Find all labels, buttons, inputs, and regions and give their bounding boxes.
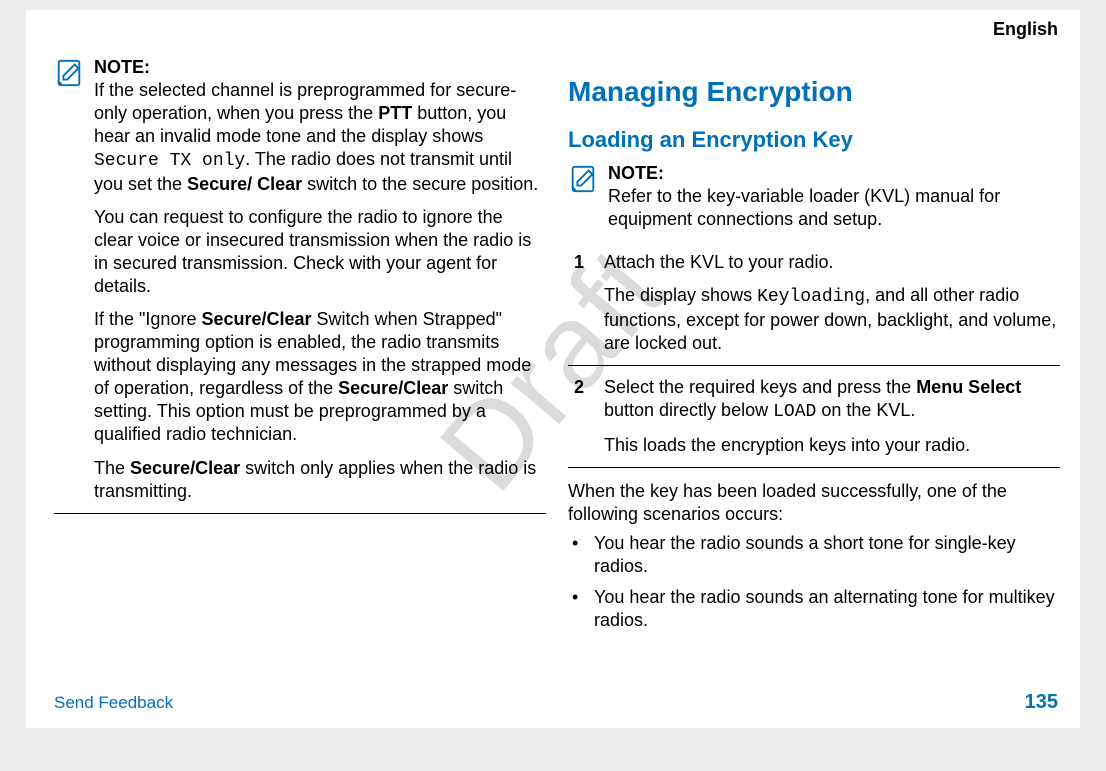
step-1-p2-a: The display shows bbox=[604, 285, 757, 305]
right-column: Managing Encryption Loading an Encryptio… bbox=[568, 56, 1060, 640]
note-p1-sc: Secure/ Clear bbox=[187, 174, 302, 194]
bullet-list: • You hear the radio sounds a short tone… bbox=[568, 532, 1060, 632]
note-p3-sc2: Secure/Clear bbox=[338, 378, 448, 398]
bullet-dot: • bbox=[572, 586, 580, 632]
bullet-1-text: You hear the radio sounds a short tone f… bbox=[594, 532, 1060, 578]
step-2-body: Select the required keys and press the M… bbox=[604, 376, 1060, 457]
step-2-number: 2 bbox=[574, 376, 588, 457]
note-body-left: NOTE: If the selected channel is preprog… bbox=[94, 56, 546, 503]
heading-managing-encryption: Managing Encryption bbox=[568, 74, 1060, 110]
note-p1-ptt: PTT bbox=[378, 103, 412, 123]
list-item: • You hear the radio sounds an alternati… bbox=[568, 586, 1060, 632]
note-p1-mono: Secure TX only bbox=[94, 151, 245, 171]
send-feedback-link[interactable]: Send Feedback bbox=[54, 692, 173, 714]
step-1-p1: Attach the KVL to your radio. bbox=[604, 251, 1060, 274]
note-icon bbox=[568, 162, 598, 231]
list-item: • You hear the radio sounds a short tone… bbox=[568, 532, 1060, 578]
page: Draft English NOTE: If the selected chan… bbox=[26, 10, 1080, 728]
step-1-body: Attach the KVL to your radio. The displa… bbox=[604, 251, 1060, 355]
note-right-body: Refer to the key-variable loader (KVL) m… bbox=[608, 186, 1000, 229]
after-steps: When the key has been loaded successfull… bbox=[568, 480, 1060, 632]
note-body-right: NOTE: Refer to the key-variable loader (… bbox=[608, 162, 1060, 231]
note-p2: You can request to configure the radio t… bbox=[94, 206, 546, 298]
step-1-p2-mono: Keyloading bbox=[757, 287, 865, 307]
note-label: NOTE: bbox=[94, 57, 150, 77]
step-1: 1 Attach the KVL to your radio. The disp… bbox=[568, 241, 1060, 365]
bullet-2-text: You hear the radio sounds an alternating… bbox=[594, 586, 1060, 632]
step-2-p1-a: Select the required keys and press the bbox=[604, 377, 916, 397]
step-2-p1-c: button directly below bbox=[604, 400, 773, 420]
note-p1-d: switch to the secure position. bbox=[302, 174, 538, 194]
divider bbox=[568, 467, 1060, 468]
note-p4-a: The bbox=[94, 458, 130, 478]
note-p3-a: If the "Ignore bbox=[94, 309, 201, 329]
note-icon bbox=[54, 56, 84, 503]
note-block-right: NOTE: Refer to the key-variable loader (… bbox=[568, 162, 1060, 231]
page-number: 135 bbox=[1025, 690, 1058, 716]
step-2-p2: This loads the encryption keys into your… bbox=[604, 434, 1060, 457]
note-p3-sc1: Secure/Clear bbox=[201, 309, 311, 329]
note-p4-sc: Secure/Clear bbox=[130, 458, 240, 478]
note-block-left: NOTE: If the selected channel is preprog… bbox=[54, 56, 546, 514]
step-2-p1-mono: LOAD bbox=[773, 402, 816, 422]
content-columns: NOTE: If the selected channel is preprog… bbox=[54, 56, 1060, 640]
step-2-p1-b: Menu Select bbox=[916, 377, 1021, 397]
after-para: When the key has been loaded successfull… bbox=[568, 480, 1060, 526]
language-label: English bbox=[993, 18, 1058, 41]
bullet-dot: • bbox=[572, 532, 580, 578]
left-column: NOTE: If the selected channel is preprog… bbox=[54, 56, 546, 640]
step-1-number: 1 bbox=[574, 251, 588, 355]
step-2-p1-d: on the KVL. bbox=[816, 400, 915, 420]
step-2: 2 Select the required keys and press the… bbox=[568, 366, 1060, 467]
page-footer: Send Feedback 135 bbox=[54, 690, 1058, 716]
heading-loading-key: Loading an Encryption Key bbox=[568, 126, 1060, 154]
note-label-right: NOTE: bbox=[608, 163, 664, 183]
